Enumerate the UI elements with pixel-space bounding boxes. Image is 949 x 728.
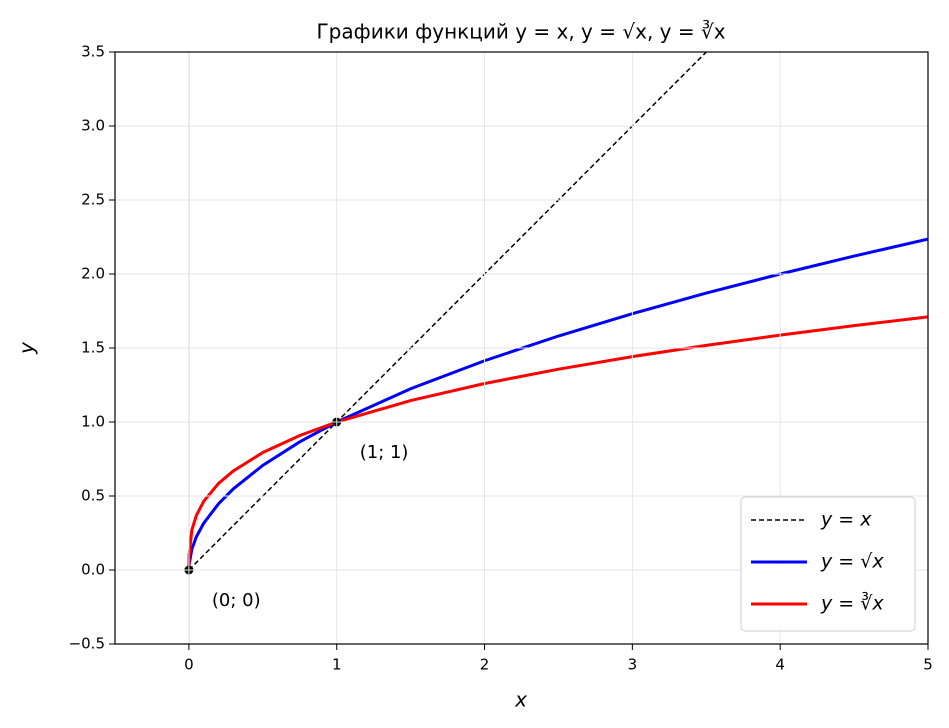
y-axis-label: y: [15, 341, 39, 355]
y-tick-label: 1.0: [81, 413, 105, 431]
y-tick-label: 1.5: [81, 339, 105, 357]
x-tick-label: 4: [775, 656, 785, 674]
annotation: (0; 0): [212, 590, 261, 611]
y-tick-label: 0.0: [81, 561, 105, 579]
legend-label: y = x: [820, 509, 872, 531]
legend-label: y = ∛x: [820, 592, 884, 615]
line-series: [187, 237, 928, 571]
annotation: (1; 1): [360, 442, 409, 463]
x-tick-label: 0: [184, 656, 194, 674]
y-tick-label: 0.5: [81, 487, 105, 505]
y-tick-label: 3.5: [81, 43, 105, 61]
x-axis-label: x: [514, 688, 527, 712]
line-series: [187, 315, 928, 571]
x-tick-label: 3: [628, 656, 638, 674]
y-tick-label: −0.5: [69, 635, 105, 653]
x-tick-label: 2: [480, 656, 490, 674]
y-tick-label: 3.0: [81, 117, 105, 135]
x-tick-label: 1: [332, 656, 342, 674]
y-tick-label: 2.0: [81, 265, 105, 283]
legend-label: y = √x: [820, 551, 884, 573]
legend-box: [740, 496, 916, 632]
y-tick-label: 2.5: [81, 191, 105, 209]
x-tick-label: 5: [923, 656, 933, 674]
chart-title: Графики функций y = x, y = √x, y = ∛x: [316, 20, 725, 44]
axes-frame: [114, 51, 929, 645]
